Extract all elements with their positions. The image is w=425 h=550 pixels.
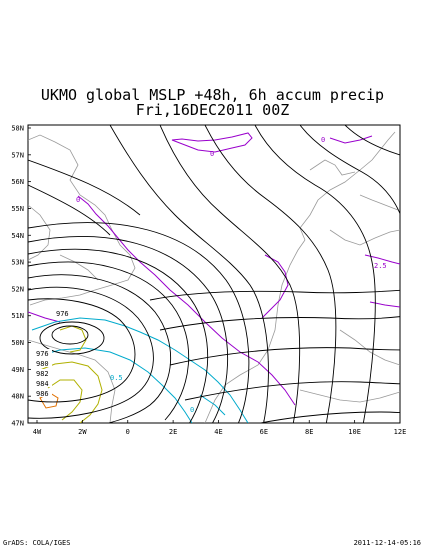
axis-ticks bbox=[28, 127, 401, 424]
plot-frame bbox=[27, 124, 401, 424]
latitude-label: 49N bbox=[11, 366, 24, 374]
map-title-line2: Fri,16DEC2011 00Z bbox=[135, 101, 290, 119]
precip-labels: 0 0 0 2.5 0 0.5 bbox=[76, 136, 387, 414]
latitude-label: 52N bbox=[11, 285, 24, 293]
isobars bbox=[28, 125, 400, 423]
latitude-label: 50N bbox=[11, 339, 24, 347]
longitude-label: 4E bbox=[214, 428, 222, 436]
latitude-label: 55N bbox=[11, 205, 24, 213]
longitude-label: 10E bbox=[348, 428, 361, 436]
isobar-label: 976 bbox=[36, 350, 49, 358]
precip-label: 0 bbox=[190, 406, 194, 414]
latitude-label: 47N bbox=[11, 420, 24, 428]
longitude-label: 12E bbox=[394, 428, 407, 436]
latitude-labels: 58N 57N 56N 55N 54N 53N 52N 51N 50N 49N 48N 47N bbox=[11, 125, 24, 428]
grads-credit: GrADS: COLA/IGES bbox=[3, 539, 71, 547]
isobar-label: 982 bbox=[36, 370, 49, 378]
longitude-label: 2W bbox=[78, 428, 87, 436]
precip-label: 2.5 bbox=[374, 262, 387, 270]
longitude-label: 6E bbox=[260, 428, 268, 436]
longitude-label: 2E bbox=[169, 428, 177, 436]
precip-label: 0.5 bbox=[110, 374, 123, 382]
precip-contours bbox=[28, 132, 400, 423]
latitude-label: 54N bbox=[11, 232, 24, 240]
latitude-label: 51N bbox=[11, 312, 24, 320]
longitude-label: 4W bbox=[33, 428, 42, 436]
latitude-label: 57N bbox=[11, 151, 24, 159]
precip-label: 0 bbox=[210, 150, 214, 158]
latitude-label: 56N bbox=[11, 178, 24, 186]
latitude-label: 53N bbox=[11, 259, 24, 267]
longitude-labels: 4W 2W 0 2E 4E 6E 8E 10E 12E bbox=[33, 428, 407, 436]
isobar-label: 984 bbox=[36, 380, 49, 388]
precip-label: 0 bbox=[76, 196, 80, 204]
isobar-label: 986 bbox=[36, 390, 49, 398]
longitude-label: 0 bbox=[126, 428, 130, 436]
latitude-label: 48N bbox=[11, 393, 24, 401]
map-title-line1: UKMO global MSLP +48h, 6h accum precip bbox=[40, 86, 385, 104]
latitude-label: 58N bbox=[11, 125, 24, 133]
longitude-label: 8E bbox=[305, 428, 313, 436]
coastlines bbox=[28, 131, 400, 423]
isobar-label: 980 bbox=[36, 360, 49, 368]
isobar-label: 976 bbox=[56, 310, 69, 318]
isobar-labels: 976 976 980 982 984 986 bbox=[34, 309, 72, 398]
precip-label: 0 bbox=[321, 136, 325, 144]
generation-timestamp: 2011-12-14-05:16 bbox=[353, 539, 421, 547]
